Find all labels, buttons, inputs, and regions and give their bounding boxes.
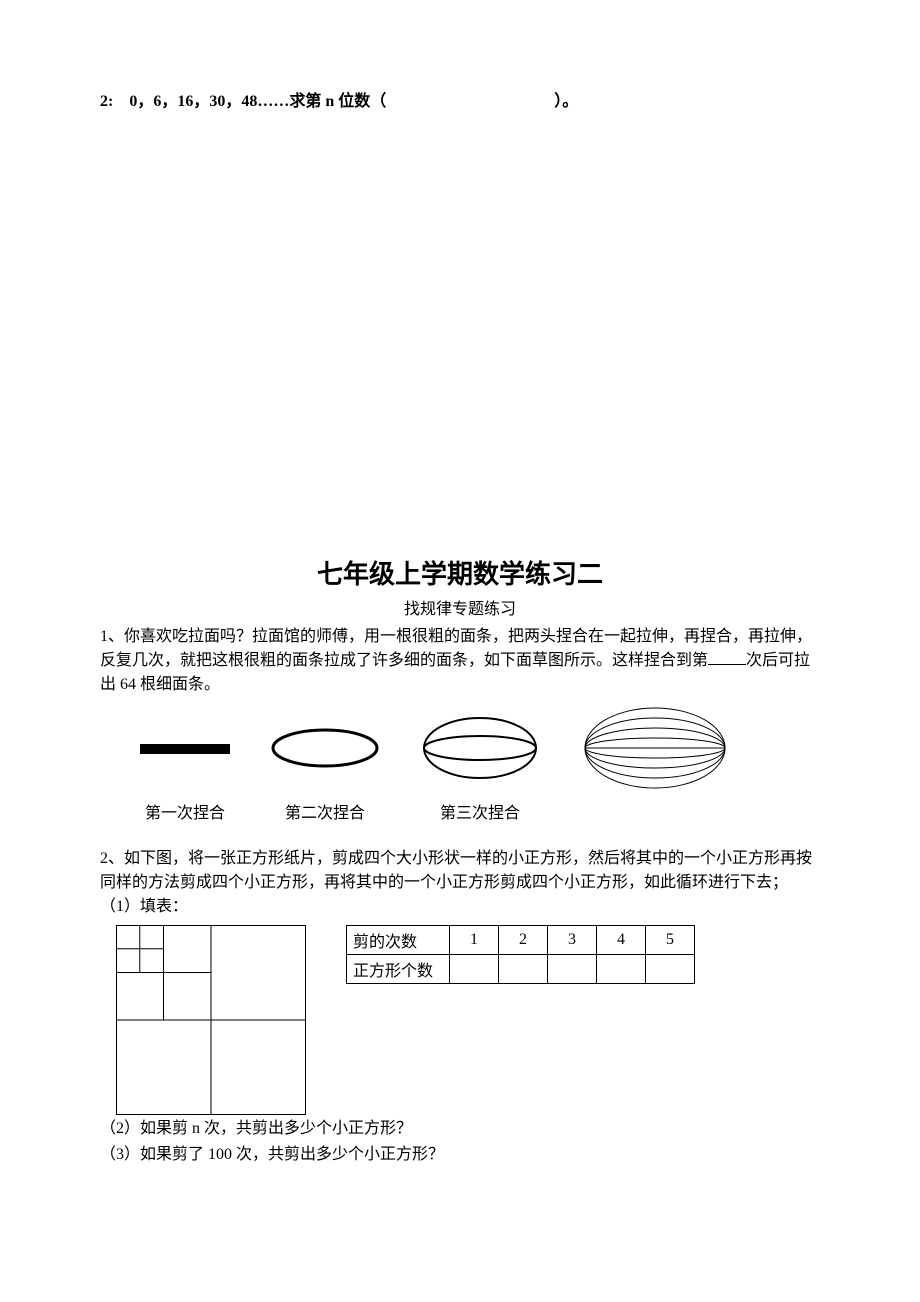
noodle-figure-4 <box>580 703 730 793</box>
table-row: 剪的次数 1 2 3 4 5 <box>347 926 695 955</box>
top-problem-sequence: 0，6，16，30，48……求第 n 位数（ <box>129 93 386 110</box>
q2-part3: （3）如果剪了 100 次，共剪出多少个小正方形？ <box>100 1143 820 1167</box>
noodle-labels: 第一次捏合 第二次捏合 第三次捏合 <box>140 799 820 823</box>
cell <box>646 955 695 984</box>
top-problem-closing: ）。 <box>554 93 578 110</box>
cell: 5 <box>646 926 695 955</box>
noodle-figure-3 <box>420 712 540 784</box>
top-problem-label: 2: <box>100 93 113 110</box>
cell: 3 <box>548 926 597 955</box>
noodle-figure-2 <box>270 724 380 772</box>
cell: 2 <box>499 926 548 955</box>
row1-header: 剪的次数 <box>347 926 450 955</box>
noodle-label-2: 第二次捏合 <box>270 799 380 823</box>
row2-header: 正方形个数 <box>347 955 450 984</box>
cell <box>499 955 548 984</box>
cell <box>450 955 499 984</box>
q2-part2: （2）如果剪 n 次，共剪出多少个小正方形？ <box>100 1117 820 1141</box>
cell: 1 <box>450 926 499 955</box>
q1-text-before: 1、你喜欢吃拉面吗？拉面馆的师傅，用一根很粗的面条，把两头捏合在一起拉伸，再捏合… <box>100 628 812 669</box>
noodle-label-3: 第三次捏合 <box>420 799 540 823</box>
q1-text: 1、你喜欢吃拉面吗？拉面馆的师傅，用一根很粗的面条，把两头捏合在一起拉伸，再捏合… <box>100 625 820 697</box>
cell: 4 <box>597 926 646 955</box>
top-problem: 2: 0，6，16，30，48……求第 n 位数（ ）。 <box>100 90 820 114</box>
q2-part1-label: （1）填表： <box>100 895 820 919</box>
noodle-figure-1 <box>140 724 230 772</box>
noodle-label-1: 第一次捏合 <box>140 799 230 823</box>
q2-intro: 2、如下图，将一张正方形纸片，剪成四个大小形状一样的小正方形，然后将其中的一个小… <box>100 847 820 895</box>
square-diagram <box>116 925 306 1115</box>
table-row: 正方形个数 <box>347 955 695 984</box>
cuts-table: 剪的次数 1 2 3 4 5 正方形个数 <box>346 925 695 984</box>
q1-blank <box>708 650 746 665</box>
worksheet-heading: 七年级上学期数学练习二 <box>100 554 820 591</box>
cell <box>548 955 597 984</box>
noodle-figures <box>140 703 820 793</box>
worksheet-subheading: 找规律专题练习 <box>100 595 820 619</box>
cell <box>597 955 646 984</box>
